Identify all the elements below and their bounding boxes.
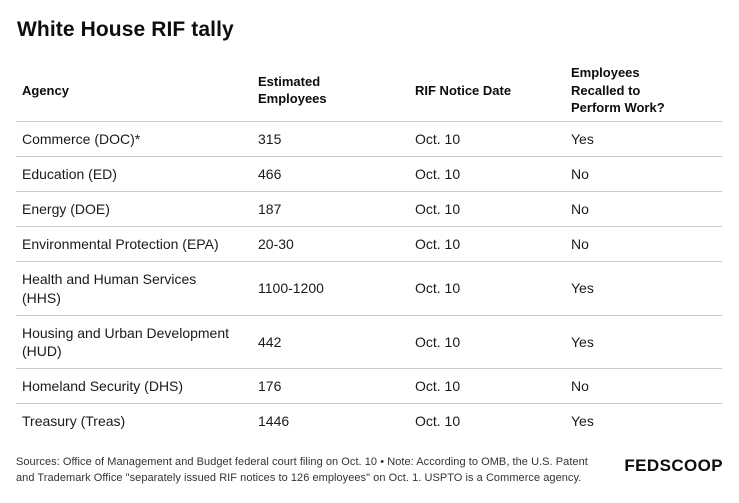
footer: Sources: Office of Management and Budget… [16,454,723,487]
cell-notice-date: Oct. 10 [409,191,565,228]
column-header-agency: Agency [16,60,252,122]
cell-estimated: 176 [252,368,409,405]
column-header-employees-recalled: Employees Recalled to Perform Work? [565,60,722,122]
cell-notice-date: Oct. 10 [409,156,565,193]
cell-agency: Health and Human Services (HHS) [16,261,252,316]
cell-estimated: 1446 [258,413,290,430]
table-body: Commerce (DOC)* 315 Oct. 10 Yes Educatio… [16,121,722,439]
fedscoop-logo: FEDSCOOP [624,455,723,475]
cell-recalled: No [565,156,722,193]
table-row-hud: Housing and Urban Development (HUD) 442 … [16,315,722,370]
cell-notice-date: Oct. 10 [415,413,461,430]
cell-agency: Homeland Security (DHS) [16,368,252,405]
table-row-epa: Environmental Protection (EPA) 20-30 Oct… [16,226,722,263]
table-row-hhs: Health and Human Services (HHS) 1100-120… [16,261,722,316]
cell-agency: Energy (DOE) [16,191,252,228]
table-row-dhs: Homeland Security (DHS) 176 Oct. 10 No [16,368,722,405]
table-row-education: Education (ED) 466 Oct. 10 No [16,156,722,193]
table-header: Agency Estimated Employees RIF Notice Da… [16,60,722,122]
cell-notice-date: Oct. 10 [409,226,565,263]
cell-recalled: No [565,226,722,263]
cell-notice-date: Oct. 10 [409,368,565,405]
cell-estimated: 466 [252,156,409,193]
cell-notice-date: Oct. 10 [409,121,565,157]
cell-recalled: No [565,368,722,405]
rif-tally-table: Agency Estimated Employees RIF Notice Da… [16,60,722,439]
cell-estimated: 20-30 [252,226,409,263]
table-row-energy: Energy (DOE) 187 Oct. 10 No [16,191,722,228]
source-note: Sources: Office of Management and Budget… [16,455,588,485]
cell-recalled: Yes [565,121,722,157]
cell-agency: Commerce (DOC)* [16,121,252,157]
table-header-row: Agency Estimated Employees RIF Notice Da… [16,60,722,122]
cell-notice-date: Oct. 10 [409,315,565,370]
cell-recalled: Yes [565,261,722,316]
column-header-rif-notice-date: RIF Notice Date [409,60,565,122]
cell-recalled: Yes [571,413,594,430]
cell-notice-date: Oct. 10 [409,261,565,316]
cell-agency: Education (ED) [16,156,252,193]
column-header-estimated-employees: Estimated Employees [252,60,409,122]
cell-agency: Treasury (Treas) [22,413,126,430]
cell-recalled: No [565,191,722,228]
cell-agency: Environmental Protection (EPA) [16,226,252,263]
table-row-commerce: Commerce (DOC)* 315 Oct. 10 Yes [16,121,722,157]
cell-recalled: Yes [565,315,722,370]
page-title: White House RIF tally [17,18,234,41]
table-row-treasury: Treasury (Treas) 1446 Oct. 10 Yes [16,404,722,439]
cell-estimated: 315 [252,121,409,157]
cell-agency: Housing and Urban Development (HUD) [16,315,252,370]
cell-estimated: 1100-1200 [252,261,409,316]
cell-estimated: 442 [252,315,409,370]
cell-estimated: 187 [252,191,409,228]
